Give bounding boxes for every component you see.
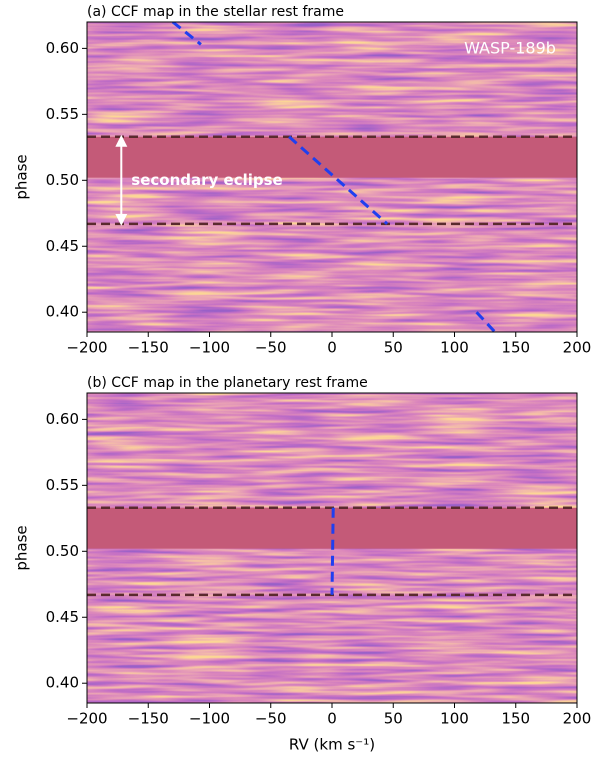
y-tick-label: 0.60 xyxy=(46,39,79,57)
y-axis-label: phase xyxy=(13,525,31,570)
planet-trail xyxy=(171,22,497,332)
y-tick-label: 0.50 xyxy=(46,542,79,560)
y-tick-label: 0.55 xyxy=(46,105,79,123)
y-tick-label: 0.45 xyxy=(46,237,79,255)
x-tick-label: 150 xyxy=(501,710,530,728)
x-tick-label: −50 xyxy=(255,710,287,728)
x-tick-label: 100 xyxy=(440,339,469,357)
x-tick-label: 0 xyxy=(327,710,337,728)
eclipse-label: secondary eclipse xyxy=(131,171,282,189)
planet-label: WASP-189b xyxy=(464,39,556,58)
x-tick-label: −200 xyxy=(66,710,107,728)
y-tick-label: 0.60 xyxy=(46,410,79,428)
panel-title: (a) CCF map in the stellar rest frame xyxy=(87,4,344,20)
y-tick-label: 0.45 xyxy=(46,608,79,626)
x-tick-label: −100 xyxy=(189,710,230,728)
x-axis-label: RV (km s⁻¹) xyxy=(289,736,375,754)
x-tick-label: −150 xyxy=(128,710,169,728)
x-tick-label: −100 xyxy=(189,339,230,357)
x-tick-label: 0 xyxy=(327,339,337,357)
plot-area xyxy=(87,22,577,332)
x-tick-label: 50 xyxy=(384,339,403,357)
y-tick-label: 0.55 xyxy=(46,476,79,494)
x-tick-label: 100 xyxy=(440,710,469,728)
x-tick-label: 200 xyxy=(563,710,592,728)
x-tick-label: −150 xyxy=(128,339,169,357)
eclipse-band xyxy=(87,136,577,178)
x-tick-label: −50 xyxy=(255,339,287,357)
y-tick-label: 0.50 xyxy=(46,171,79,189)
y-tick-label: 0.40 xyxy=(46,674,79,692)
panel-title: (b) CCF map in the planetary rest frame xyxy=(87,375,368,391)
planet-trail xyxy=(330,507,335,595)
x-tick-label: 150 xyxy=(501,339,530,357)
x-tick-label: −200 xyxy=(66,339,107,357)
y-tick-label: 0.40 xyxy=(46,303,79,321)
x-tick-label: 50 xyxy=(384,710,403,728)
y-axis-label: phase xyxy=(13,154,31,199)
plot-area xyxy=(87,393,577,703)
x-tick-label: 200 xyxy=(563,339,592,357)
